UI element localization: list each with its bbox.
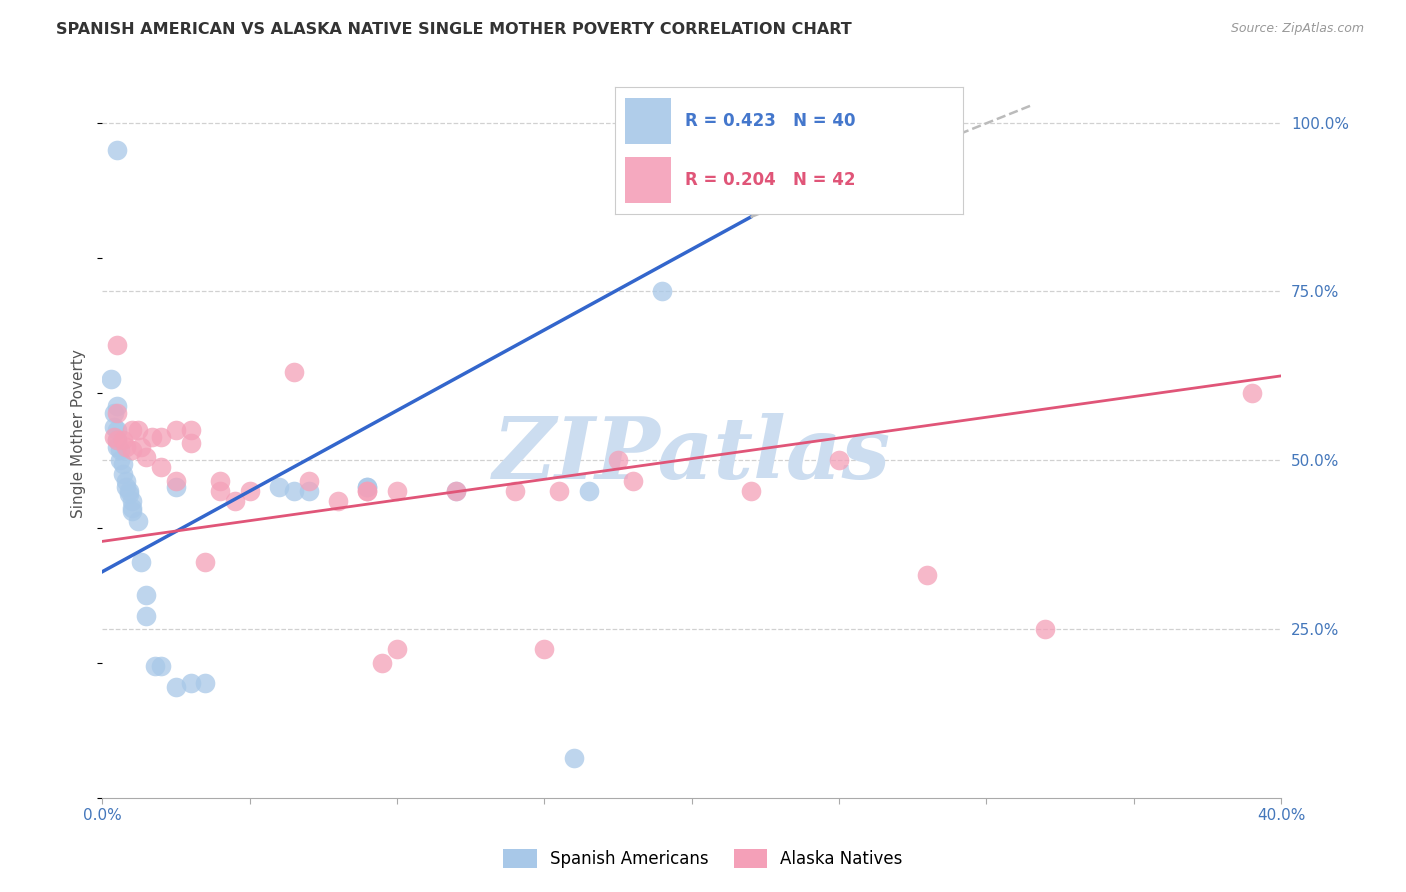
Point bbox=[121, 493, 143, 508]
Point bbox=[111, 457, 134, 471]
Legend: Spanish Americans, Alaska Natives: Spanish Americans, Alaska Natives bbox=[496, 842, 910, 875]
Point bbox=[356, 483, 378, 498]
Point bbox=[105, 433, 128, 447]
Point bbox=[297, 474, 319, 488]
Point bbox=[105, 433, 128, 447]
Point bbox=[127, 514, 149, 528]
Point bbox=[180, 423, 202, 437]
Point bbox=[121, 500, 143, 515]
Point bbox=[578, 483, 600, 498]
Point bbox=[194, 555, 217, 569]
Text: ZIPatlas: ZIPatlas bbox=[492, 413, 891, 497]
Text: SPANISH AMERICAN VS ALASKA NATIVE SINGLE MOTHER POVERTY CORRELATION CHART: SPANISH AMERICAN VS ALASKA NATIVE SINGLE… bbox=[56, 22, 852, 37]
Point bbox=[209, 483, 232, 498]
Point bbox=[326, 493, 349, 508]
Point bbox=[135, 608, 157, 623]
Point bbox=[651, 285, 673, 299]
Point bbox=[385, 642, 408, 657]
Point bbox=[180, 436, 202, 450]
Point bbox=[108, 443, 131, 458]
Point bbox=[194, 676, 217, 690]
Point bbox=[114, 480, 136, 494]
Point bbox=[165, 423, 187, 437]
Point bbox=[127, 423, 149, 437]
Point bbox=[121, 443, 143, 458]
Point bbox=[180, 676, 202, 690]
Point bbox=[503, 483, 526, 498]
Point bbox=[118, 487, 141, 501]
Point bbox=[267, 480, 290, 494]
Point bbox=[283, 366, 305, 380]
Point bbox=[356, 480, 378, 494]
Point bbox=[1240, 385, 1263, 400]
Point bbox=[740, 483, 762, 498]
Point bbox=[165, 480, 187, 494]
Point bbox=[105, 423, 128, 437]
Point bbox=[444, 483, 467, 498]
Point bbox=[108, 453, 131, 467]
Point bbox=[105, 406, 128, 420]
Point bbox=[103, 419, 125, 434]
Point bbox=[150, 430, 173, 444]
Point bbox=[141, 430, 163, 444]
Point bbox=[607, 453, 630, 467]
Point bbox=[105, 143, 128, 157]
Point bbox=[135, 589, 157, 603]
Point bbox=[100, 372, 122, 386]
Y-axis label: Single Mother Poverty: Single Mother Poverty bbox=[72, 349, 86, 517]
Point bbox=[135, 450, 157, 464]
Point bbox=[533, 642, 555, 657]
Point bbox=[105, 440, 128, 454]
Point bbox=[917, 568, 939, 582]
Point bbox=[111, 467, 134, 481]
Text: Source: ZipAtlas.com: Source: ZipAtlas.com bbox=[1230, 22, 1364, 36]
Point bbox=[150, 460, 173, 475]
Point bbox=[121, 423, 143, 437]
Point bbox=[150, 659, 173, 673]
Point bbox=[114, 440, 136, 454]
Point bbox=[562, 750, 585, 764]
Point bbox=[297, 483, 319, 498]
Point bbox=[105, 338, 128, 352]
Point bbox=[371, 656, 394, 670]
Point bbox=[224, 493, 246, 508]
Point bbox=[105, 399, 128, 413]
Point bbox=[828, 453, 851, 467]
Point bbox=[548, 483, 571, 498]
Point bbox=[621, 474, 644, 488]
Point bbox=[118, 483, 141, 498]
Point bbox=[129, 440, 152, 454]
Point bbox=[283, 483, 305, 498]
Point bbox=[114, 474, 136, 488]
Point bbox=[143, 659, 166, 673]
Point bbox=[356, 480, 378, 494]
Point bbox=[385, 483, 408, 498]
Point bbox=[1033, 622, 1056, 636]
Point bbox=[444, 483, 467, 498]
Point bbox=[681, 196, 703, 211]
Point bbox=[740, 196, 762, 211]
Point bbox=[165, 474, 187, 488]
Point bbox=[165, 680, 187, 694]
Point bbox=[356, 483, 378, 498]
Point bbox=[129, 555, 152, 569]
Point bbox=[209, 474, 232, 488]
Point bbox=[121, 504, 143, 518]
Point bbox=[103, 430, 125, 444]
Point bbox=[111, 433, 134, 447]
Point bbox=[239, 483, 262, 498]
Point bbox=[103, 406, 125, 420]
